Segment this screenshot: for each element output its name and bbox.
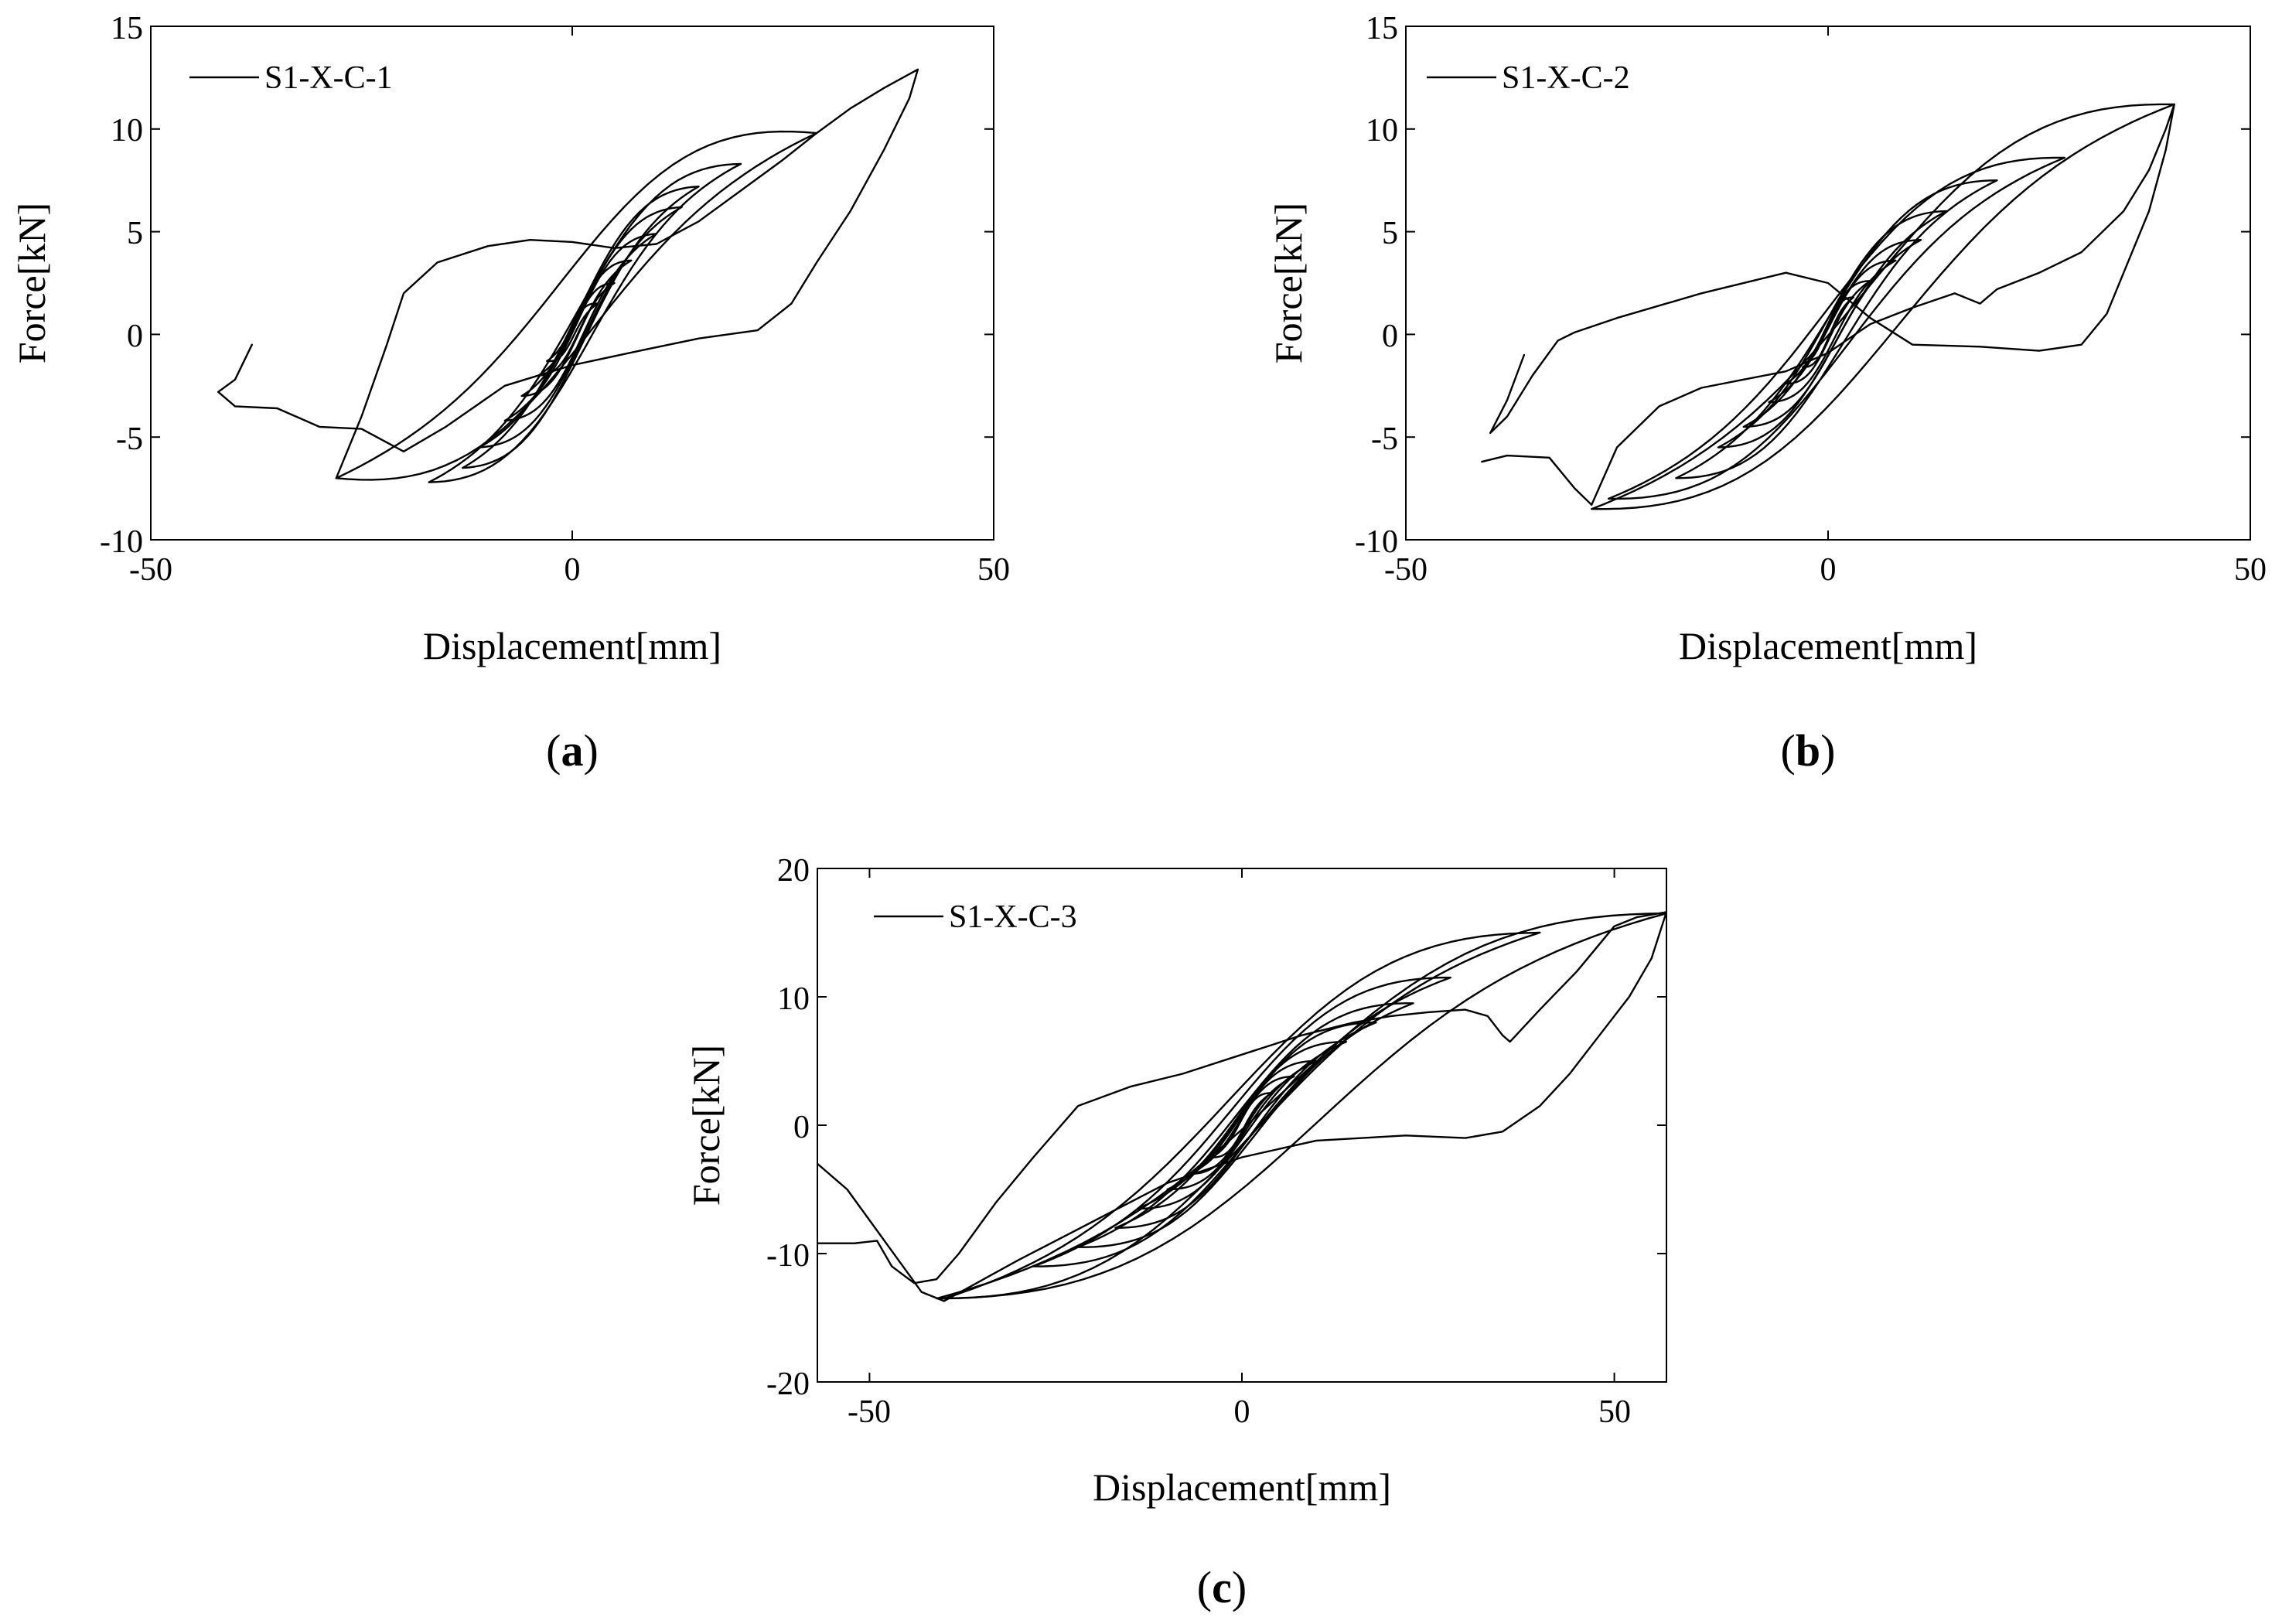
x-tick-label: 50	[1598, 1394, 1631, 1430]
y-axis-title: Force[kN]	[10, 203, 53, 363]
hysteresis-loop	[1675, 179, 1998, 479]
y-tick-label: 5	[127, 216, 143, 251]
hysteresis-loop	[1768, 259, 1897, 404]
chart-panel-c: 20 10 0 -10 -20 -50 0 50 Displacement[mm…	[684, 853, 1667, 1612]
x-tick-label: 0	[565, 552, 581, 588]
x-tick-label: 0	[1820, 552, 1837, 588]
y-tick-label: 15	[111, 11, 143, 46]
y-tick-label: 15	[1366, 11, 1398, 46]
chart-panel-b: 15 10 5 0 -5 -10 -50 0 50 Displacement[m…	[1267, 11, 2267, 776]
y-tick-label: -5	[116, 421, 143, 457]
panel-caption: (b)	[1781, 725, 1836, 776]
x-axis-title: Displacement[mm]	[1679, 624, 1977, 667]
hysteresis-loop	[1114, 1022, 1377, 1229]
y-axis-title: Force[kN]	[684, 1045, 728, 1206]
envelope-path	[1481, 103, 2175, 506]
hysteresis-loop	[428, 162, 742, 483]
hysteresis-loop	[1591, 103, 2175, 510]
hysteresis-loop	[1607, 156, 2065, 500]
y-axis-title: Force[kN]	[1267, 203, 1310, 363]
legend-label: S1-X-C-3	[949, 899, 1077, 935]
axis-ticks	[150, 26, 994, 541]
y-tick-label: 10	[111, 113, 143, 148]
y-tick-label: 20	[777, 853, 810, 889]
x-tick-label: -50	[848, 1394, 891, 1430]
y-tick-label: -10	[1355, 524, 1398, 560]
hysteresis-loop	[943, 931, 1541, 1300]
hysteresis-curves	[217, 68, 919, 483]
legend-label: S1-X-C-1	[264, 60, 393, 96]
y-tick-label: 0	[793, 1110, 810, 1145]
axis-ticks	[817, 868, 1666, 1383]
hysteresis-loop	[1032, 976, 1451, 1267]
y-tick-label: 0	[127, 319, 143, 354]
hysteresis-curves	[817, 911, 1666, 1302]
envelope-path	[817, 911, 1666, 1302]
x-axis-title: Displacement[mm]	[1093, 1465, 1391, 1509]
legend-label: S1-X-C-2	[1502, 60, 1630, 96]
panel-caption: (a)	[546, 725, 599, 776]
hysteresis-curves	[1481, 103, 2175, 510]
chart-panel-a: 15 10 5 0 -5 -10 -50 0 50 Displacement[m…	[10, 11, 1010, 776]
hysteresis-loop	[935, 912, 1666, 1300]
y-tick-label: 5	[1382, 216, 1398, 251]
plot-area-frame	[150, 26, 994, 541]
plot-area-frame	[817, 868, 1667, 1383]
y-tick-label: 10	[1366, 113, 1398, 148]
y-tick-label: -5	[1371, 421, 1398, 457]
x-tick-label: 0	[1234, 1394, 1250, 1430]
axis-ticks	[1405, 26, 2251, 541]
y-tick-label: 0	[1382, 319, 1398, 354]
x-tick-label: 50	[2234, 552, 2267, 588]
x-tick-label: 50	[977, 552, 1010, 588]
x-tick-label: -50	[1384, 552, 1428, 588]
y-tick-label: -10	[100, 524, 143, 560]
y-tick-label: -10	[766, 1238, 810, 1274]
hysteresis-loop	[335, 130, 818, 481]
y-tick-label: -20	[766, 1366, 810, 1402]
hysteresis-loop	[1076, 1002, 1414, 1248]
x-axis-title: Displacement[mm]	[423, 624, 721, 667]
envelope-path	[217, 68, 919, 479]
panel-caption: (c)	[1197, 1562, 1247, 1612]
y-tick-label: 10	[777, 981, 810, 1017]
x-tick-label: -50	[129, 552, 172, 588]
